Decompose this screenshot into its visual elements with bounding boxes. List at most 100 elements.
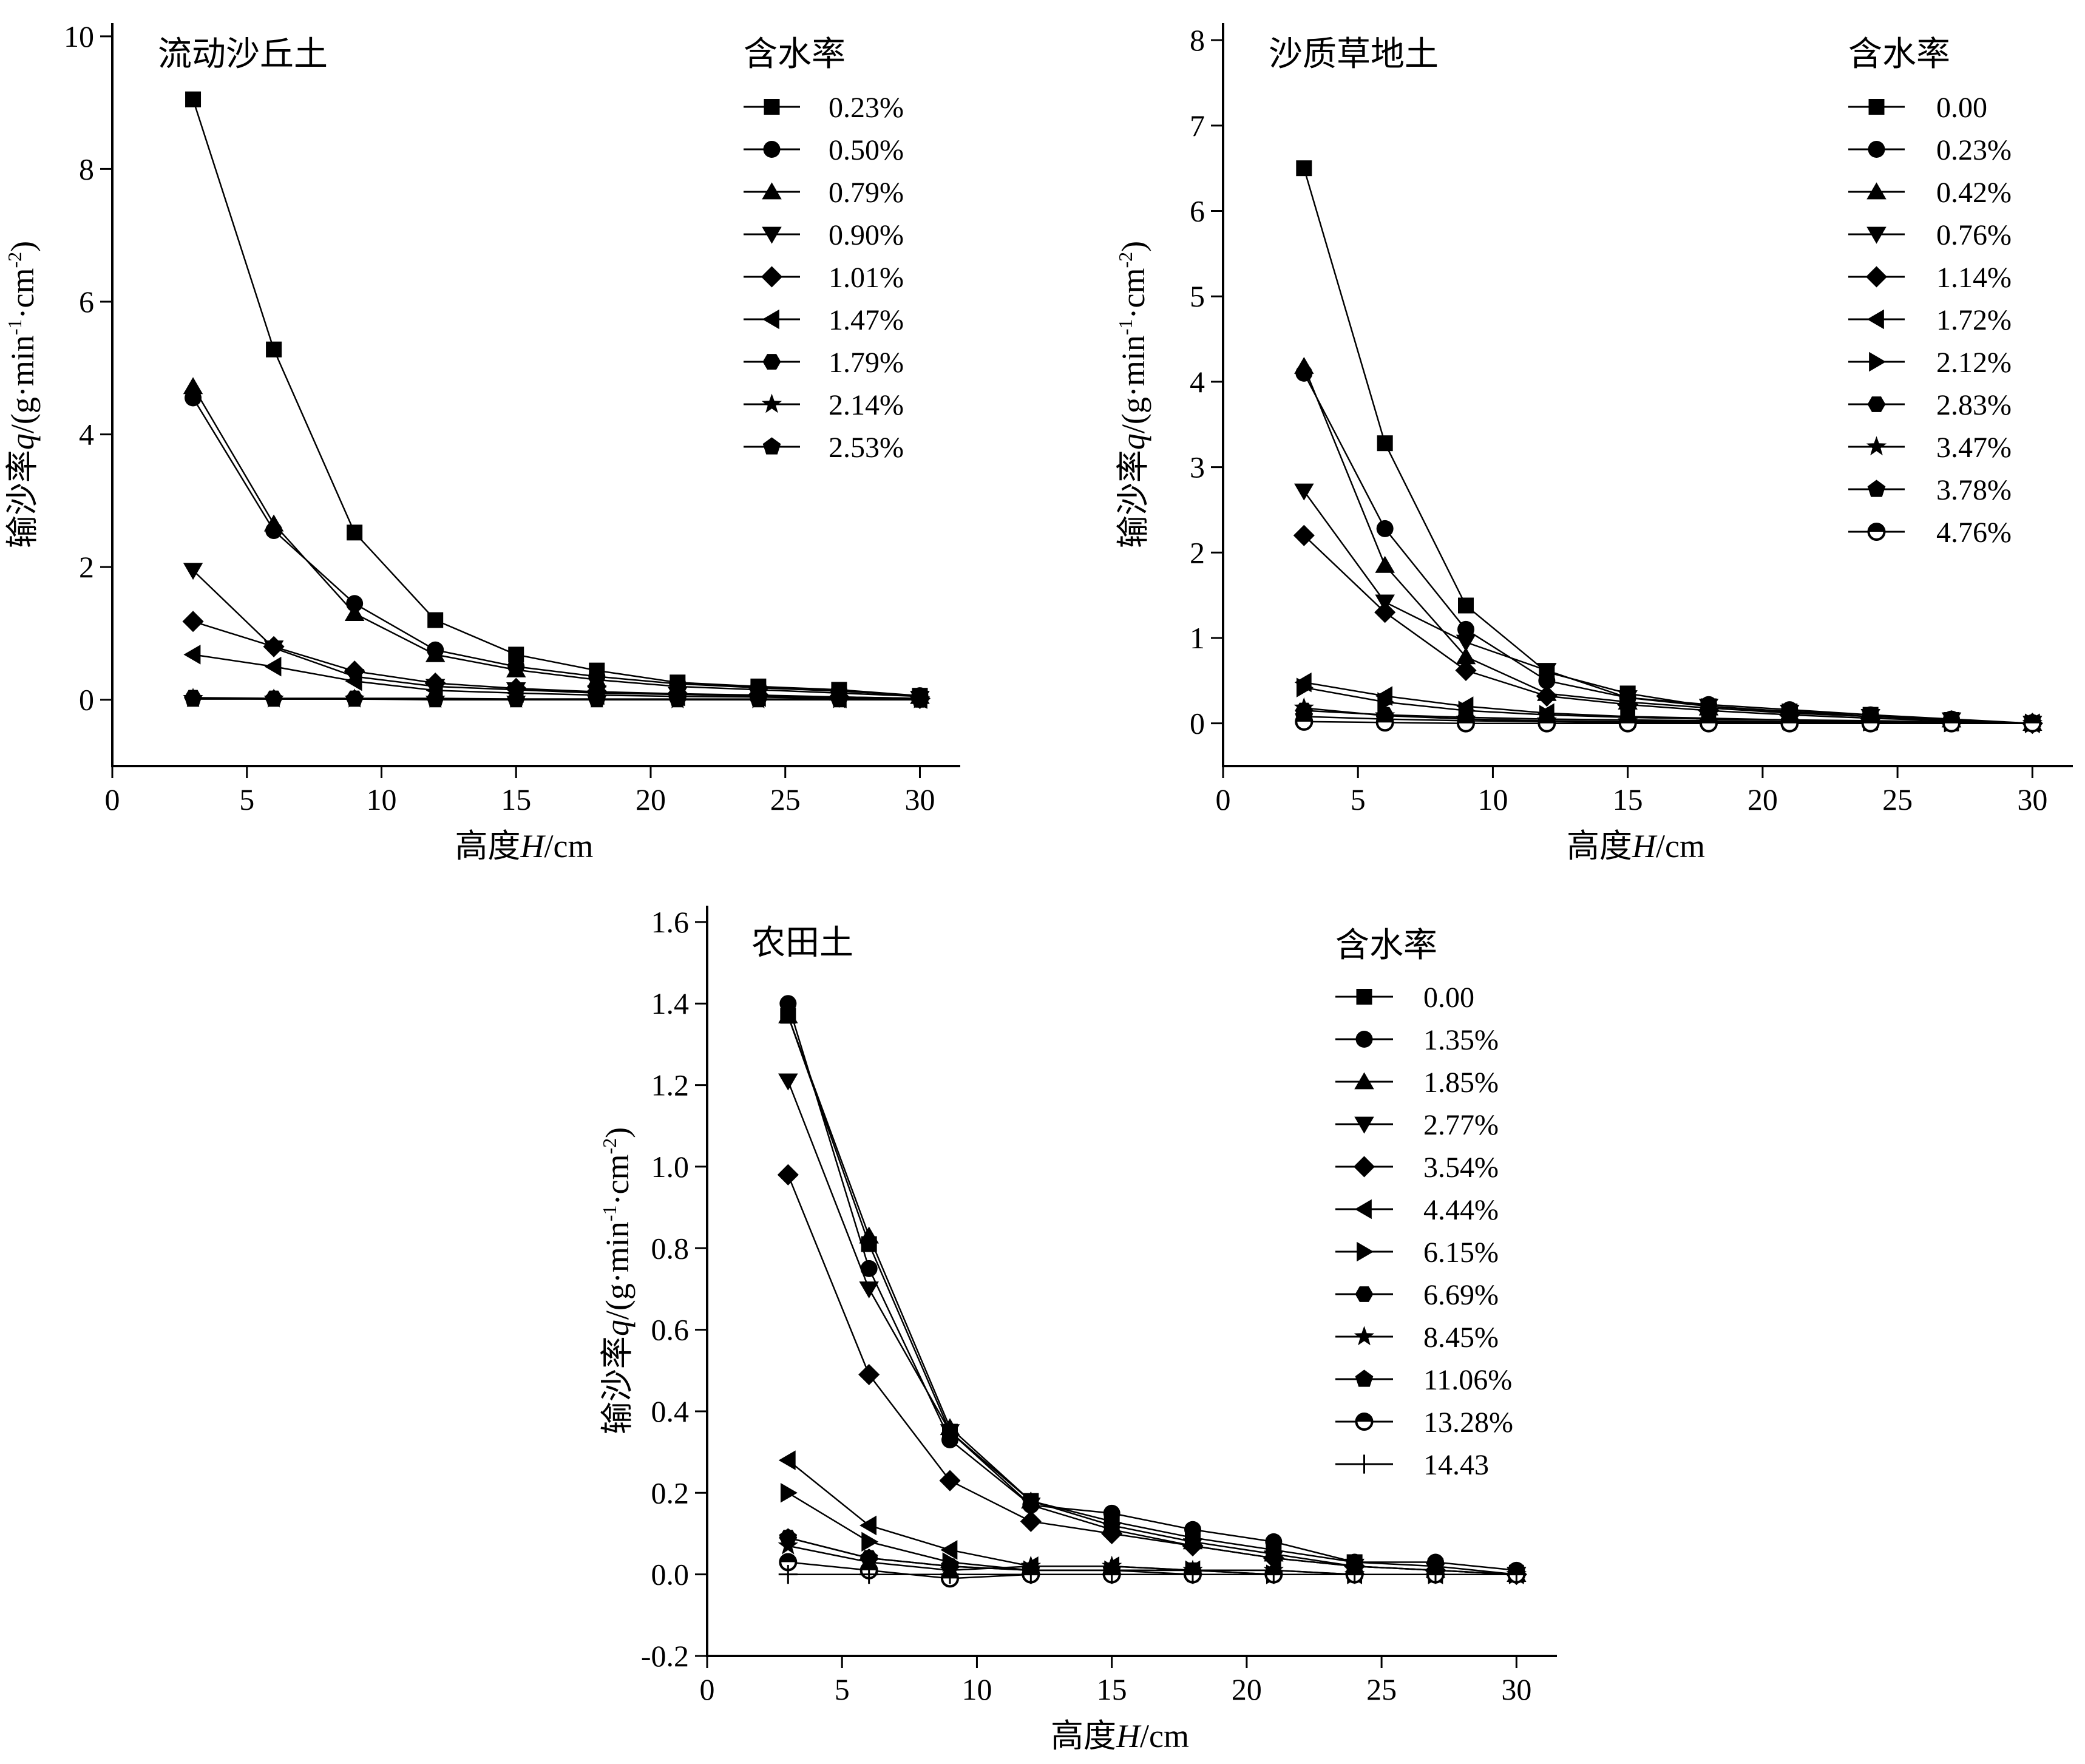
legend-label: 1.01% [829, 262, 904, 294]
x-tick-label: 5 [1351, 782, 1366, 816]
data-point-plus [1102, 1565, 1122, 1584]
data-point-diamond [1263, 1547, 1284, 1569]
data-point-circle [860, 1260, 878, 1277]
legend-marker-triangle-right [1869, 351, 1887, 372]
series-line [787, 1015, 1517, 1575]
legend-label: 0.23% [829, 92, 904, 124]
legend-marker-triangle-down [762, 226, 782, 244]
data-point-triangle-down [1456, 634, 1476, 652]
data-point-pentagon [859, 1549, 878, 1566]
y-tick-label: 1 [1190, 621, 1205, 655]
y-tick-label: 1.6 [651, 905, 690, 939]
legend-marker-triangle-left [1354, 1199, 1372, 1220]
series-4.76% [1295, 712, 2042, 733]
legend-marker-diamond [761, 266, 783, 288]
data-point-pentagon [910, 690, 929, 708]
x-tick-label: 20 [636, 782, 666, 816]
data-point-triangle-down [859, 1281, 879, 1299]
legend-label: 3.78% [1936, 474, 2012, 506]
data-point-triangle-left [264, 656, 282, 677]
legend-label: 4.44% [1423, 1194, 1499, 1226]
data-point-square [347, 524, 363, 541]
data-point-triangle-down [183, 563, 203, 580]
legend-label: 3.54% [1423, 1152, 1499, 1184]
series-line [1303, 168, 2033, 724]
data-point-pentagon [668, 690, 687, 708]
data-point-triangle-up [263, 514, 284, 532]
legend-marker-circle-half [1355, 1413, 1374, 1431]
y-tick-label: 0.0 [651, 1558, 690, 1592]
legend-marker-triangle-left [762, 309, 779, 330]
data-point-triangle-up [587, 670, 607, 688]
data-point-diamond [1101, 1522, 1123, 1545]
data-point-diamond [1020, 1510, 1042, 1532]
y-tick-label: -0.2 [641, 1639, 689, 1673]
data-point-triangle-right [861, 1532, 879, 1552]
data-point-circle [1457, 620, 1474, 638]
legend-marker-pentagon [1355, 1369, 1374, 1387]
data-point-plus [778, 1565, 798, 1584]
x-tick-label: 5 [239, 782, 254, 816]
y-axis-label: 输沙率q/(g·min-1·cm-2) [3, 241, 41, 548]
legend-marker-hexagon [762, 354, 781, 370]
legend-label: 1.72% [1936, 304, 2012, 336]
data-point-triangle-left [859, 1515, 877, 1536]
data-point-plus [1507, 1565, 1526, 1584]
series-2.53% [184, 690, 929, 708]
data-point-triangle-up [859, 1226, 879, 1244]
data-point-circle [1184, 1521, 1201, 1538]
series-0.00 [780, 1008, 1525, 1583]
series-line [787, 1174, 1517, 1575]
data-point-circle [1103, 1504, 1120, 1522]
panel-title: 农田土 [751, 923, 853, 963]
legend-label: 3.47% [1936, 432, 2012, 464]
legend-label: 1.35% [1423, 1024, 1499, 1056]
legend-label: 0.00 [1423, 982, 1474, 1014]
data-point-triangle-left [345, 671, 362, 691]
x-tick-label: 25 [1882, 782, 1913, 816]
legend-label: 0.90% [829, 219, 904, 251]
x-tick-label: 30 [2017, 782, 2047, 816]
legend-label: 0.50% [829, 134, 904, 166]
series-0.00 [1296, 160, 2041, 731]
data-point-triangle-up [183, 377, 203, 395]
legend-marker-circle [1868, 141, 1885, 158]
data-point-square [185, 91, 202, 107]
legend-marker-hexagon [1355, 1286, 1374, 1302]
legend-marker-circle-half [1867, 523, 1886, 541]
y-axis-label: 输沙率q/(g·min-1·cm-2) [598, 1127, 636, 1434]
y-axis-label: 输沙率q/(g·min-1·cm-2) [1114, 241, 1152, 548]
series-line [1303, 366, 2033, 724]
data-point-plus [1183, 1565, 1202, 1584]
x-tick-label: 10 [1477, 782, 1508, 816]
data-point-pentagon [749, 690, 768, 708]
data-point-circle [1538, 672, 1556, 690]
series-8.45% [778, 1535, 1527, 1583]
data-point-plus [1021, 1565, 1040, 1584]
legend-label: 0.23% [1936, 134, 2012, 166]
data-point-circle [779, 995, 797, 1013]
y-tick-label: 3 [1190, 450, 1205, 484]
legend: 含水率 0.00 1.35% 1.85% 2.77% 3.54% 4.44% 6.15% 6.6… [1335, 926, 1513, 1481]
legend-label: 0.76% [1936, 219, 2012, 251]
series-line [787, 1459, 1517, 1575]
data-point-circle-half [1861, 714, 1880, 733]
x-tick-label: 10 [366, 782, 396, 816]
y-tick-label: 0.4 [651, 1394, 690, 1428]
data-point-circle-half [1457, 714, 1475, 733]
legend-marker-star [1866, 436, 1887, 456]
y-tick-label: 8 [1190, 23, 1205, 57]
data-point-triangle-right [1296, 677, 1314, 697]
y-tick-label: 4 [79, 418, 94, 452]
series-line [193, 698, 920, 701]
x-tick-label: 25 [1366, 1672, 1397, 1706]
data-point-square [1296, 160, 1312, 177]
data-point-diamond [263, 636, 285, 657]
series-line [787, 1015, 1517, 1575]
series-line [192, 99, 920, 697]
x-tick-label: 15 [1613, 782, 1643, 816]
legend-marker-hexagon [1867, 396, 1886, 412]
series-line [192, 397, 920, 697]
y-tick-label: 1.2 [651, 1068, 690, 1102]
